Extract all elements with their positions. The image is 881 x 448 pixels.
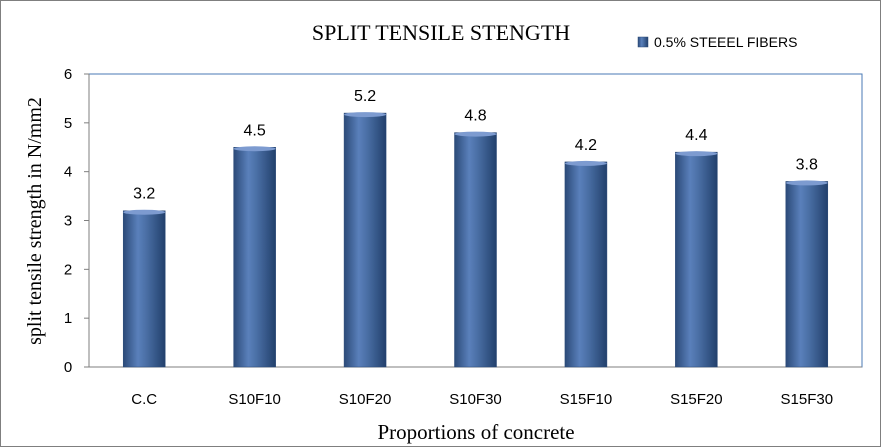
y-axis-ticks: 0 1 2 3 4 5 6: [64, 66, 89, 376]
data-label: 5.2: [354, 88, 376, 105]
y-tick-label: 4: [64, 164, 72, 181]
bar-s15f20: [675, 151, 718, 368]
x-axis-ticks: C.C S10F10 S10F20 S10F30 S15F10 S15F20 S15F30: [131, 391, 833, 408]
bar-cap: [564, 160, 607, 166]
data-label: 4.8: [464, 108, 486, 125]
bar-s10f10: [233, 147, 276, 368]
x-tick-label: S15F20: [670, 391, 723, 408]
y-tick-label: 6: [64, 66, 72, 83]
bars: [122, 112, 829, 368]
y-tick-label: 5: [64, 115, 72, 132]
bar-c-c: [122, 210, 166, 368]
legend: 0.5% STEEEL FIBERS: [637, 34, 797, 50]
bar-cap: [675, 151, 718, 157]
data-label: 4.5: [244, 122, 266, 139]
x-tick-label: S10F20: [339, 391, 392, 408]
y-tick-label: 0: [64, 359, 72, 376]
x-tick-label: S15F30: [781, 391, 834, 408]
bar-s10f20: [343, 112, 387, 368]
data-labels: 3.2 4.5 5.2 4.8 4.2 4.4 3.8: [133, 88, 818, 203]
y-tick-label: 2: [64, 261, 72, 278]
bar-s15f30: [785, 181, 829, 368]
y-tick-label: 3: [64, 213, 72, 230]
data-label: 3.8: [796, 156, 818, 173]
bar-cap: [123, 209, 166, 215]
x-tick-label: C.C: [131, 391, 157, 408]
bar-s10f30: [454, 132, 497, 368]
data-label: 3.2: [133, 186, 155, 203]
bar-s15f10: [564, 161, 608, 368]
data-label: 4.2: [575, 137, 597, 154]
y-tick-label: 1: [64, 310, 72, 327]
chart-title: SPLIT TENSILE STENGTH: [312, 20, 570, 45]
x-tick-label: S15F10: [560, 391, 613, 408]
x-tick-label: S10F10: [228, 391, 281, 408]
legend-label: 0.5% STEEEL FIBERS: [654, 34, 797, 50]
bar-cap: [233, 146, 276, 152]
x-axis-label: Proportions of concrete: [377, 420, 574, 444]
x-tick-label: S10F30: [449, 391, 502, 408]
bar-cap: [454, 131, 497, 137]
bar-cap: [344, 112, 387, 118]
data-label: 4.4: [685, 127, 707, 144]
bar-cap: [785, 180, 828, 186]
y-axis-label: split tensile strength in N/mm2: [24, 97, 46, 345]
legend-swatch: [637, 36, 649, 48]
